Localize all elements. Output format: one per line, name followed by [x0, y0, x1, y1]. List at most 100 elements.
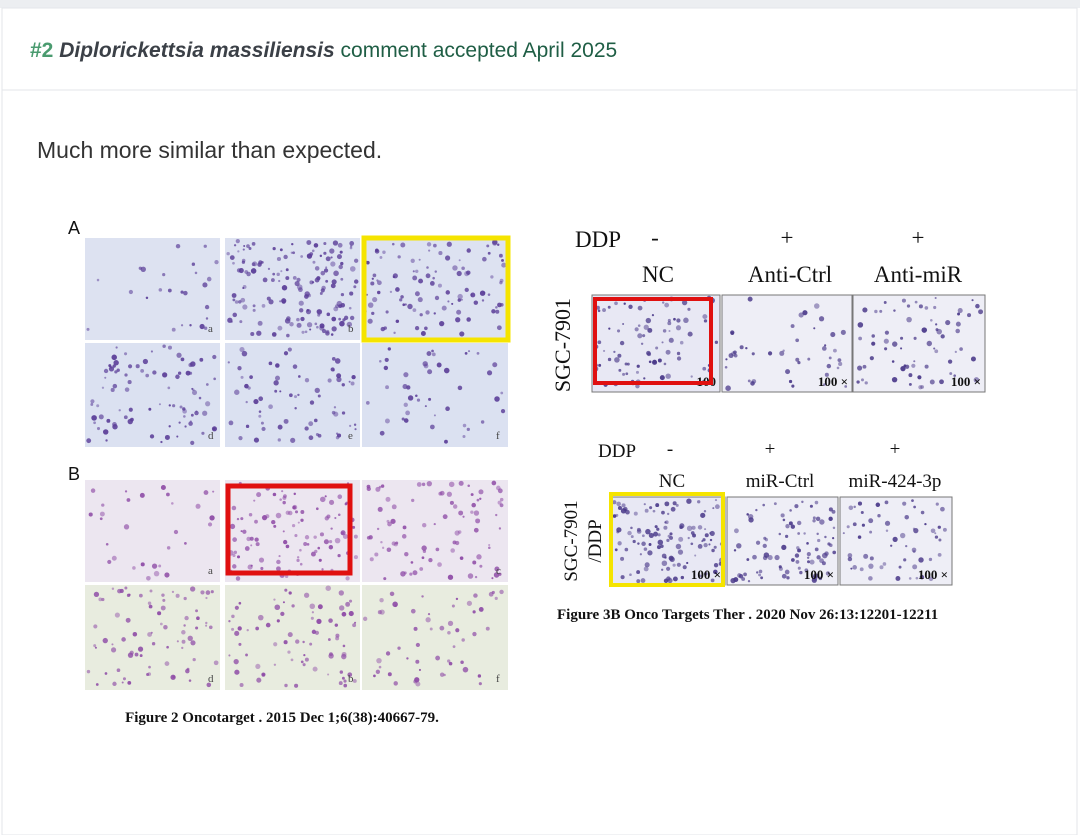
- cell: [830, 331, 836, 338]
- cell: [287, 650, 291, 654]
- cell: [840, 329, 846, 335]
- cell: [653, 531, 659, 537]
- cell: [672, 501, 677, 506]
- group-name: NC: [642, 262, 674, 287]
- cell: [662, 301, 665, 304]
- cell: [399, 298, 403, 302]
- cell: [725, 385, 731, 391]
- cell: [304, 294, 309, 299]
- cell: [421, 545, 427, 551]
- species[interactable]: Diplorickettsia massiliensis: [59, 39, 334, 62]
- cell: [815, 516, 821, 522]
- cell: [171, 502, 174, 505]
- cell: [231, 293, 237, 298]
- cell: [168, 425, 171, 428]
- cell: [395, 287, 400, 292]
- cell: [704, 528, 707, 531]
- cell: [387, 347, 391, 351]
- cell: [334, 516, 337, 520]
- cell: [198, 396, 202, 400]
- cell: [306, 543, 310, 546]
- cell: [289, 393, 293, 398]
- cell: [231, 614, 235, 619]
- cell: [125, 617, 131, 623]
- cell: [261, 426, 266, 432]
- cell: [288, 510, 293, 516]
- cell: [687, 307, 691, 311]
- cell: [857, 365, 863, 371]
- cell: [228, 420, 234, 426]
- cell: [462, 515, 465, 518]
- cell: [437, 283, 442, 288]
- cell: [111, 587, 115, 591]
- cell: [937, 525, 941, 529]
- cell: [272, 246, 276, 251]
- cell: [140, 562, 145, 567]
- cell: [327, 378, 332, 383]
- cell: [697, 525, 703, 530]
- cell: [891, 376, 898, 383]
- cell: [906, 304, 911, 308]
- cell: [644, 508, 649, 513]
- cell: [702, 314, 708, 320]
- cell: [249, 536, 254, 541]
- cell: [447, 574, 454, 580]
- cell: [451, 604, 455, 608]
- cell: [885, 529, 889, 532]
- cell: [314, 266, 320, 271]
- cell: [712, 507, 715, 510]
- cell: [809, 559, 815, 565]
- cell: [784, 569, 790, 575]
- cell: [823, 383, 826, 386]
- cell: [288, 591, 292, 595]
- cell: [164, 434, 170, 440]
- cell: [385, 496, 391, 502]
- cell: [310, 616, 314, 620]
- cell: [227, 361, 230, 364]
- cell: [858, 336, 862, 341]
- cell: [676, 562, 681, 567]
- cell: [385, 651, 391, 656]
- cell: [953, 374, 956, 377]
- cell: [278, 554, 281, 558]
- cell: [238, 436, 243, 441]
- cell: [602, 349, 606, 353]
- cell: [302, 640, 305, 644]
- cell: [473, 593, 478, 598]
- cell: [415, 394, 418, 398]
- cell: [273, 642, 278, 647]
- cell: [240, 517, 244, 521]
- cell: [164, 572, 170, 578]
- cell: [636, 570, 641, 575]
- cell: [279, 498, 282, 501]
- cell: [306, 253, 313, 259]
- cell: [479, 564, 483, 568]
- cell: [781, 573, 787, 579]
- cell: [349, 241, 355, 246]
- cell: [475, 518, 481, 524]
- cell: [321, 568, 324, 571]
- cell: [340, 277, 344, 281]
- cell: [626, 362, 630, 366]
- cell: [173, 529, 179, 535]
- cell: [491, 577, 494, 580]
- cell: [377, 610, 382, 615]
- cell: [422, 549, 427, 553]
- cell: [235, 239, 240, 244]
- cell: [202, 410, 208, 416]
- cell: [487, 293, 491, 296]
- cell: [349, 599, 353, 603]
- cell: [919, 574, 925, 580]
- cell: [852, 565, 857, 570]
- cell: [146, 673, 150, 676]
- cell: [724, 365, 728, 369]
- cell: [602, 308, 606, 312]
- cell: [781, 544, 787, 550]
- cell: [460, 298, 463, 301]
- cell: [466, 270, 471, 275]
- cell: [139, 654, 143, 658]
- cell: [124, 373, 128, 377]
- cell: [412, 270, 415, 273]
- cell: [313, 243, 319, 248]
- cell: [311, 629, 317, 635]
